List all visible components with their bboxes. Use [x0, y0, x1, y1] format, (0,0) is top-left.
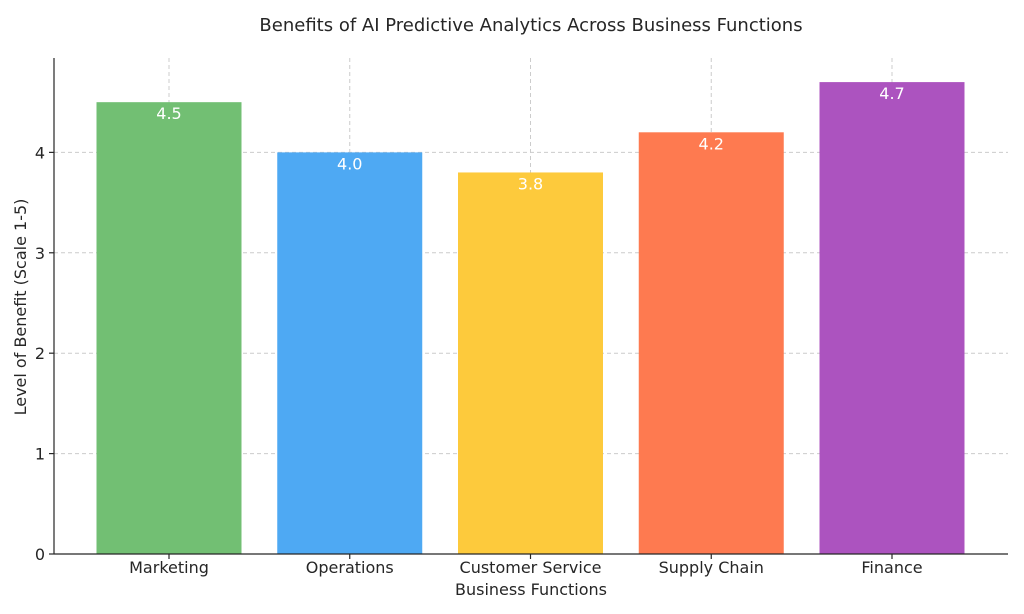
- y-tick-label: 3: [35, 244, 45, 263]
- data-label: 4.7: [879, 84, 904, 103]
- y-tick-label: 4: [35, 143, 45, 162]
- x-tick-layer: Marketing Operations Customer Service Suppl…: [129, 554, 923, 577]
- y-tick-label: 1: [35, 445, 45, 464]
- bar: [96, 102, 242, 555]
- y-tick-layer: 0 1 2 3 4: [35, 143, 54, 564]
- y-tick-label: 0: [35, 545, 45, 564]
- y-axis-label: Level of Benefit (Scale 1-5): [11, 199, 30, 416]
- data-label-layer: 4.5 4.0 3.8 4.2 4.7: [156, 84, 904, 193]
- chart-title: Benefits of AI Predictive Analytics Acro…: [259, 15, 802, 36]
- bar: [638, 132, 784, 554]
- x-tick-label: Marketing: [129, 558, 209, 577]
- bar: [458, 172, 603, 554]
- x-tick-label: Supply Chain: [659, 558, 764, 577]
- data-label: 3.8: [518, 174, 543, 193]
- x-tick-label: Customer Service: [460, 558, 602, 577]
- x-tick-label: Finance: [861, 558, 922, 577]
- bar: [277, 152, 423, 555]
- bar-layer: [96, 82, 965, 555]
- bar: [819, 82, 965, 554]
- x-axis-label: Business Functions: [455, 580, 607, 599]
- data-label: 4.0: [337, 154, 362, 173]
- data-label: 4.2: [699, 134, 724, 153]
- data-label: 4.5: [156, 104, 181, 123]
- x-tick-label: Operations: [306, 558, 394, 577]
- y-tick-label: 2: [35, 344, 45, 363]
